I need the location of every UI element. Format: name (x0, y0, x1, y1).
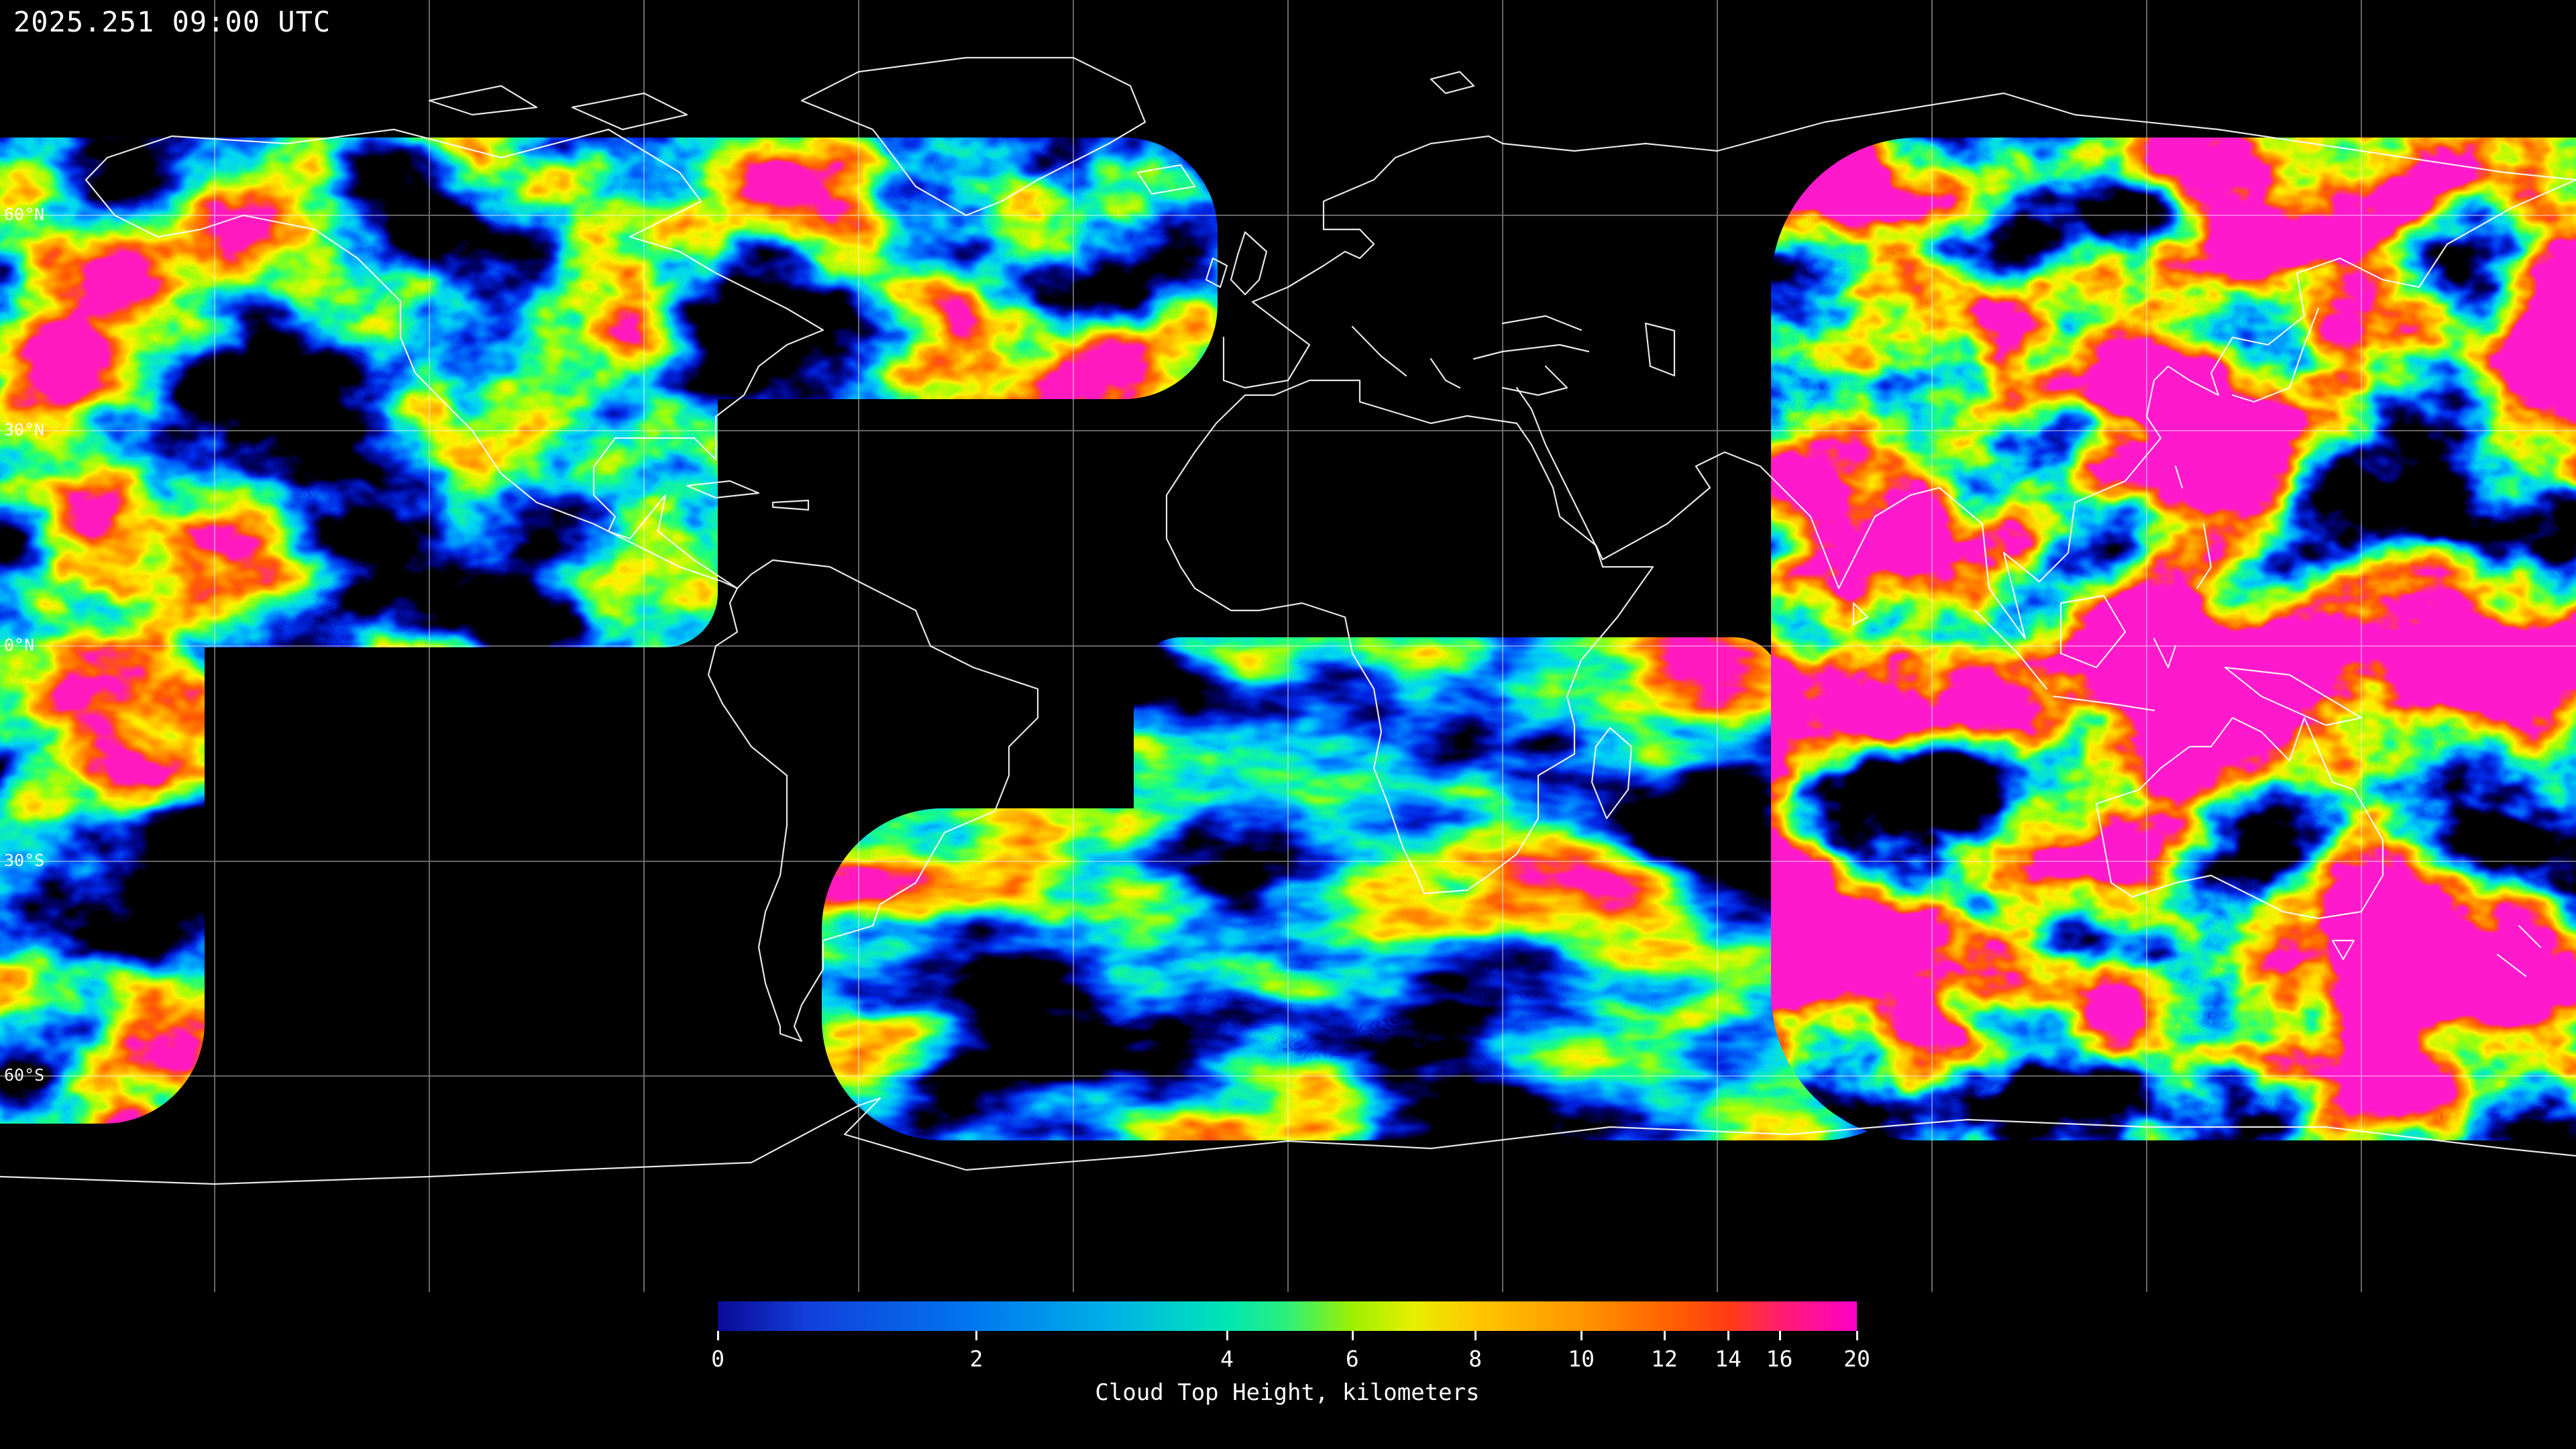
coastline-greenland (800, 56, 1146, 217)
colorbar-tick-mark (1226, 1331, 1228, 1340)
colorbar-tick-label: 8 (1468, 1346, 1483, 1372)
colorbar-tick-mark (1778, 1331, 1781, 1340)
coastline-arctic-islands (428, 70, 1475, 131)
colorbar-tick-label: 16 (1766, 1346, 1793, 1372)
latitude-label: 60°S (4, 1065, 45, 1085)
latitude-label: 30°N (4, 419, 45, 439)
coastline-asia (1515, 92, 2576, 640)
colorbar-tick-mark (1727, 1331, 1730, 1340)
coastline-australia (2095, 716, 2384, 961)
colorbar-tick-label: 0 (711, 1346, 724, 1372)
latitude-label: 60°N (4, 205, 45, 225)
coastline-africa (1165, 379, 1654, 895)
colorbar-tick-label: 6 (1345, 1346, 1359, 1372)
coastline-uk-ireland (1205, 231, 1268, 296)
colorbar-title: Cloud Top Height, kilometers (1095, 1379, 1480, 1406)
coastline-iceland (1136, 164, 1196, 195)
coastline-new-zealand (2496, 924, 2542, 977)
colorbar-tick-mark (1856, 1331, 1858, 1340)
colorbar-tick-label: 20 (1843, 1346, 1870, 1372)
timestamp: 2025.251 09:00 UTC (13, 5, 331, 38)
coastline-antarctica (0, 1097, 2576, 1185)
coastline-japan-philippines (1852, 307, 2320, 626)
latitude-label: 0°N (4, 635, 35, 655)
coastline-north-america (85, 128, 824, 590)
colorbar-gradient: 0 2 4 6 8 10 12 14 16 20 (711, 1301, 1870, 1372)
colorbar-tick-mark (1474, 1331, 1477, 1340)
colorbar-tick-label: 12 (1651, 1346, 1678, 1372)
colorbar-tick-mark (975, 1331, 978, 1340)
colorbar-tick-mark (717, 1331, 719, 1340)
latitude-label: 30°S (4, 850, 45, 870)
graticule (0, 0, 2576, 1292)
colorbar-tick-mark (1664, 1331, 1666, 1340)
coastline-caspian (1644, 322, 1676, 377)
coastline-mediterranean (1351, 315, 1590, 396)
colorbar-tick-label: 10 (1568, 1346, 1595, 1372)
coastline-europe (1222, 135, 1647, 389)
coastlines (0, 56, 2576, 1185)
colorbar-tick-mark (1580, 1331, 1583, 1340)
colorbar-tick-label: 2 (969, 1346, 983, 1372)
coastline-caribbean (686, 480, 810, 511)
latitude-labels: 60°N 30°N 0°N 30°S 60°S (0, 0, 134, 1449)
colorbar-tick-label: 4 (1220, 1346, 1234, 1372)
coastline-south-america (707, 559, 1039, 1042)
coastline-indonesia (1974, 594, 2363, 727)
colorbar-tick-mark (1351, 1331, 1354, 1340)
coastline-madagascar (1591, 727, 1633, 820)
colorbar: 0 2 4 6 8 10 12 14 16 20 Cloud Top Height, kilome… (711, 1301, 1870, 1406)
colorbar-tick-label: 14 (1715, 1346, 1741, 1372)
